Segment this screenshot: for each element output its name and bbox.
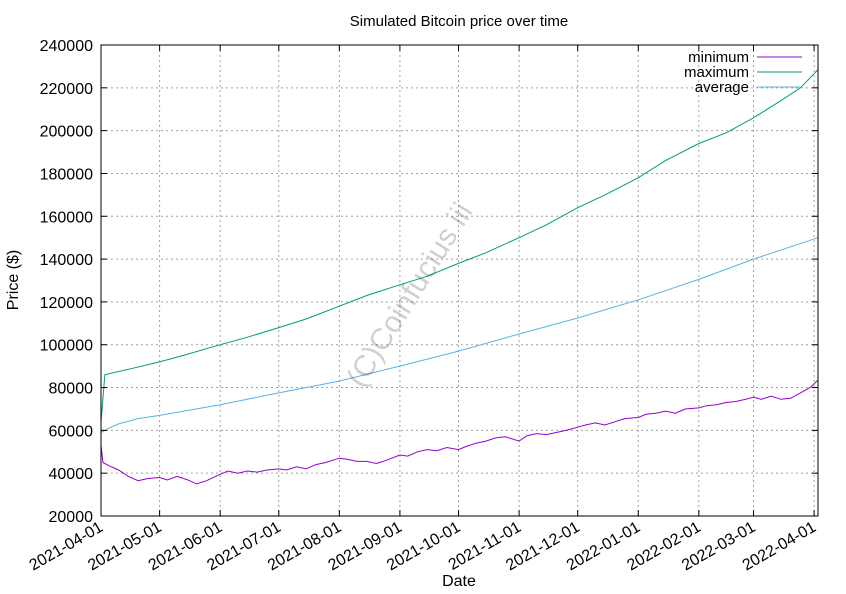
y-tick-label: 100000 <box>40 338 93 355</box>
legend-label-average: average <box>695 79 749 96</box>
y-tick-label: 240000 <box>40 38 93 55</box>
y-tick-label: 20000 <box>49 509 94 526</box>
y-axis-label: Price ($) <box>5 250 22 310</box>
y-tick-label: 80000 <box>49 381 94 398</box>
series-lines <box>100 69 819 485</box>
axis-ticks <box>100 44 818 517</box>
y-tick-label: 180000 <box>40 166 93 183</box>
legend-label-maximum: maximum <box>684 64 749 81</box>
y-tick-label: 160000 <box>40 209 93 226</box>
y-tick-label: 200000 <box>40 124 93 141</box>
y-tick-label: 140000 <box>40 252 93 269</box>
series-line-minimum <box>100 379 819 485</box>
y-tick-label: 60000 <box>49 423 94 440</box>
legend-label-minimum: minimum <box>688 49 749 66</box>
y-tick-label: 40000 <box>49 466 94 483</box>
plot-frame <box>100 44 819 517</box>
x-tick-labels: 2021-04-012021-05-012021-06-012021-07-01… <box>27 519 820 575</box>
y-tick-labels: 20000 40000 60000 80000 100000 120000 140000 16… <box>40 38 93 526</box>
series-line-average <box>100 237 819 433</box>
chart-title: Simulated Bitcoin price over time <box>350 13 568 30</box>
grid <box>101 45 818 516</box>
y-tick-label: 220000 <box>40 81 93 98</box>
series-line-maximum <box>100 69 819 422</box>
x-axis-label: Date <box>442 573 476 590</box>
y-tick-label: 120000 <box>40 295 93 312</box>
